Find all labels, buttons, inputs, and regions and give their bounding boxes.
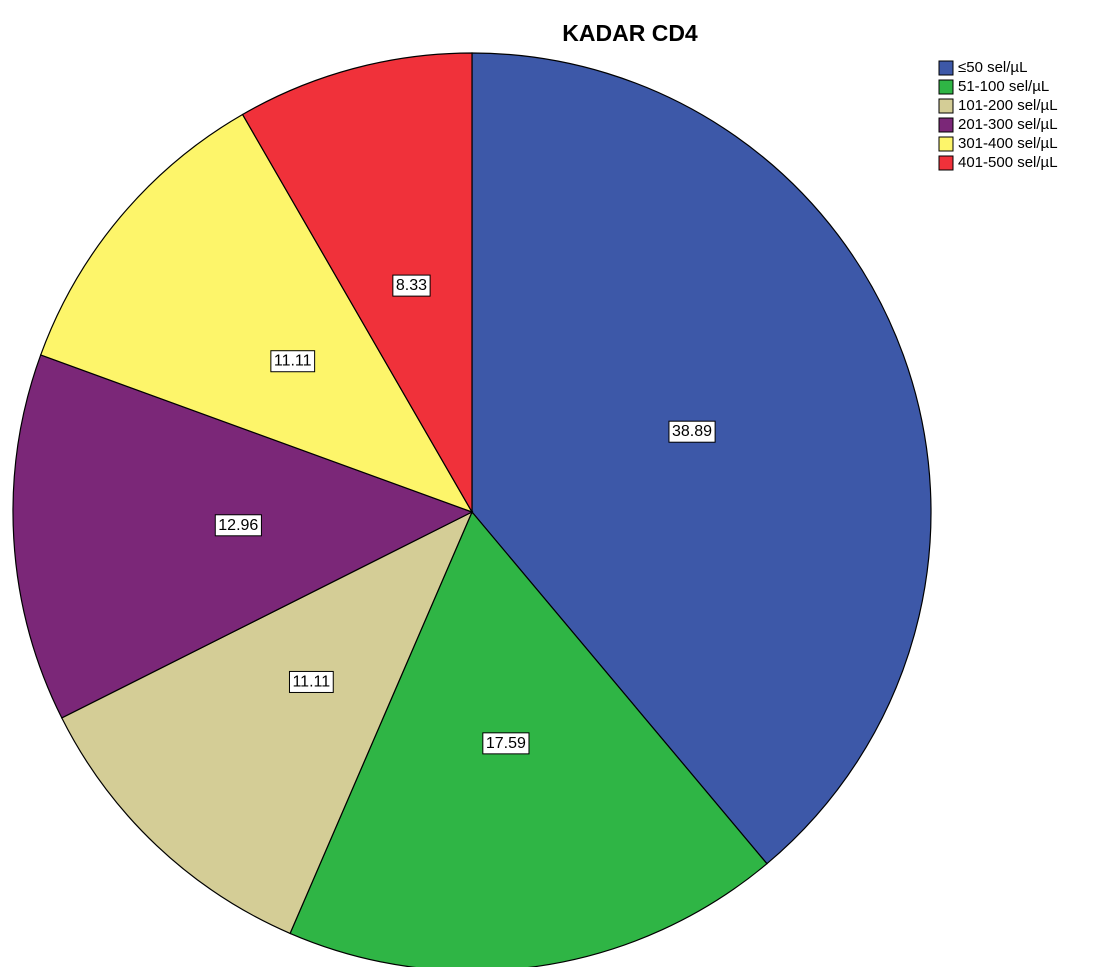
slice-label-group: 8.33 <box>392 274 431 297</box>
slice-label-box <box>214 514 262 537</box>
slice-label-group: 11.11 <box>288 670 334 693</box>
slice-label-box <box>668 420 716 443</box>
legend-swatch <box>938 60 954 76</box>
legend-label: ≤50 sel/µL <box>958 59 1027 76</box>
pie-slice <box>39 113 474 514</box>
legend-label: 401-500 sel/µL <box>958 154 1058 171</box>
slice-label-group: 12.96 <box>214 514 262 537</box>
pie-slice <box>471 52 932 865</box>
slice-label: 11.11 <box>292 673 330 690</box>
legend-label: 51-100 sel/µL <box>958 78 1049 95</box>
slice-label: 8.33 <box>396 277 427 294</box>
legend-swatch <box>938 79 954 95</box>
slice-label-box <box>392 274 431 297</box>
slice-label-group: 17.59 <box>482 732 530 755</box>
legend-swatch <box>938 98 954 114</box>
slice-label-box <box>482 732 530 755</box>
pie-slice <box>60 510 474 935</box>
legend-swatch <box>938 155 954 171</box>
slice-label: 12.96 <box>218 517 258 534</box>
legend-label: 301-400 sel/µL <box>958 135 1058 152</box>
chart-title: KADAR CD4 <box>562 20 698 46</box>
slice-label: 17.59 <box>486 735 526 752</box>
pie-slice <box>12 354 474 719</box>
slice-label-group: 11.11 <box>270 350 316 373</box>
slice-label: 38.89 <box>672 423 712 440</box>
legend-swatch <box>938 117 954 133</box>
legend-swatch <box>938 136 954 152</box>
pie-slice <box>241 52 473 515</box>
slice-label-box <box>288 670 334 693</box>
slice-label-box <box>270 350 316 373</box>
legend-label: 201-300 sel/µL <box>958 116 1058 133</box>
slice-label: 11.11 <box>274 353 312 370</box>
slice-label-group: 38.89 <box>668 420 716 443</box>
legend-label: 101-200 sel/µL <box>958 97 1058 114</box>
